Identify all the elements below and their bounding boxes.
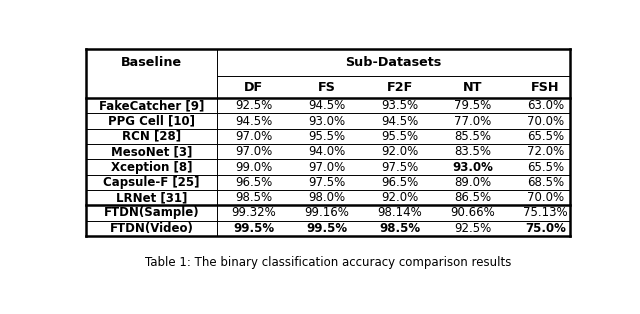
Text: 95.5%: 95.5% [308,130,346,143]
Text: Capsule-F [25]: Capsule-F [25] [104,176,200,189]
Text: 86.5%: 86.5% [454,191,491,204]
Text: 72.0%: 72.0% [527,145,564,158]
Text: 99.16%: 99.16% [305,207,349,219]
Text: 99.0%: 99.0% [236,160,273,174]
Text: 65.5%: 65.5% [527,160,564,174]
Text: 83.5%: 83.5% [454,145,491,158]
Text: 99.5%: 99.5% [234,222,275,235]
Text: 94.5%: 94.5% [381,115,419,127]
Text: 95.5%: 95.5% [381,130,418,143]
Text: 79.5%: 79.5% [454,99,492,112]
Text: 75.13%: 75.13% [523,207,568,219]
Text: PPG Cell [10]: PPG Cell [10] [108,115,195,127]
Text: 98.5%: 98.5% [236,191,273,204]
Text: 99.32%: 99.32% [232,207,276,219]
Text: 65.5%: 65.5% [527,130,564,143]
Text: 94.0%: 94.0% [308,145,346,158]
Text: 93.5%: 93.5% [381,99,418,112]
Text: FTDN(Video): FTDN(Video) [109,222,194,235]
Text: 92.5%: 92.5% [236,99,273,112]
Text: 90.66%: 90.66% [450,207,495,219]
Text: DF: DF [244,81,264,94]
Text: Table 1: The binary classification accuracy comparison results: Table 1: The binary classification accur… [145,256,511,269]
Text: Baseline: Baseline [121,56,182,69]
Text: 75.0%: 75.0% [525,222,566,235]
Text: FTDN(Sample): FTDN(Sample) [104,207,200,219]
Text: FakeCatcher [9]: FakeCatcher [9] [99,99,204,112]
Text: 70.0%: 70.0% [527,191,564,204]
Text: 92.5%: 92.5% [454,222,492,235]
Text: 97.0%: 97.0% [236,130,273,143]
Text: 93.0%: 93.0% [452,160,493,174]
Text: 96.5%: 96.5% [236,176,273,189]
Text: 92.0%: 92.0% [381,145,419,158]
Text: 68.5%: 68.5% [527,176,564,189]
Text: 96.5%: 96.5% [381,176,419,189]
Text: 77.0%: 77.0% [454,115,492,127]
Text: 94.5%: 94.5% [308,99,346,112]
Text: Xception [8]: Xception [8] [111,160,193,174]
Text: 97.0%: 97.0% [308,160,346,174]
Text: FSH: FSH [531,81,560,94]
Text: F2F: F2F [387,81,413,94]
Text: 97.5%: 97.5% [381,160,419,174]
Text: FS: FS [318,81,336,94]
Text: 97.0%: 97.0% [236,145,273,158]
Text: 98.5%: 98.5% [379,222,420,235]
Text: 93.0%: 93.0% [308,115,346,127]
Text: 89.0%: 89.0% [454,176,491,189]
Text: 94.5%: 94.5% [236,115,273,127]
Text: MesoNet [3]: MesoNet [3] [111,145,193,158]
Text: Sub-Datasets: Sub-Datasets [346,56,442,69]
Text: 97.5%: 97.5% [308,176,346,189]
Text: 92.0%: 92.0% [381,191,419,204]
Text: 63.0%: 63.0% [527,99,564,112]
Text: LRNet [31]: LRNet [31] [116,191,188,204]
Text: RCN [28]: RCN [28] [122,130,181,143]
Text: 98.0%: 98.0% [308,191,346,204]
Text: 98.14%: 98.14% [378,207,422,219]
Text: 85.5%: 85.5% [454,130,491,143]
Text: NT: NT [463,81,483,94]
Text: 99.5%: 99.5% [306,222,348,235]
Text: 70.0%: 70.0% [527,115,564,127]
